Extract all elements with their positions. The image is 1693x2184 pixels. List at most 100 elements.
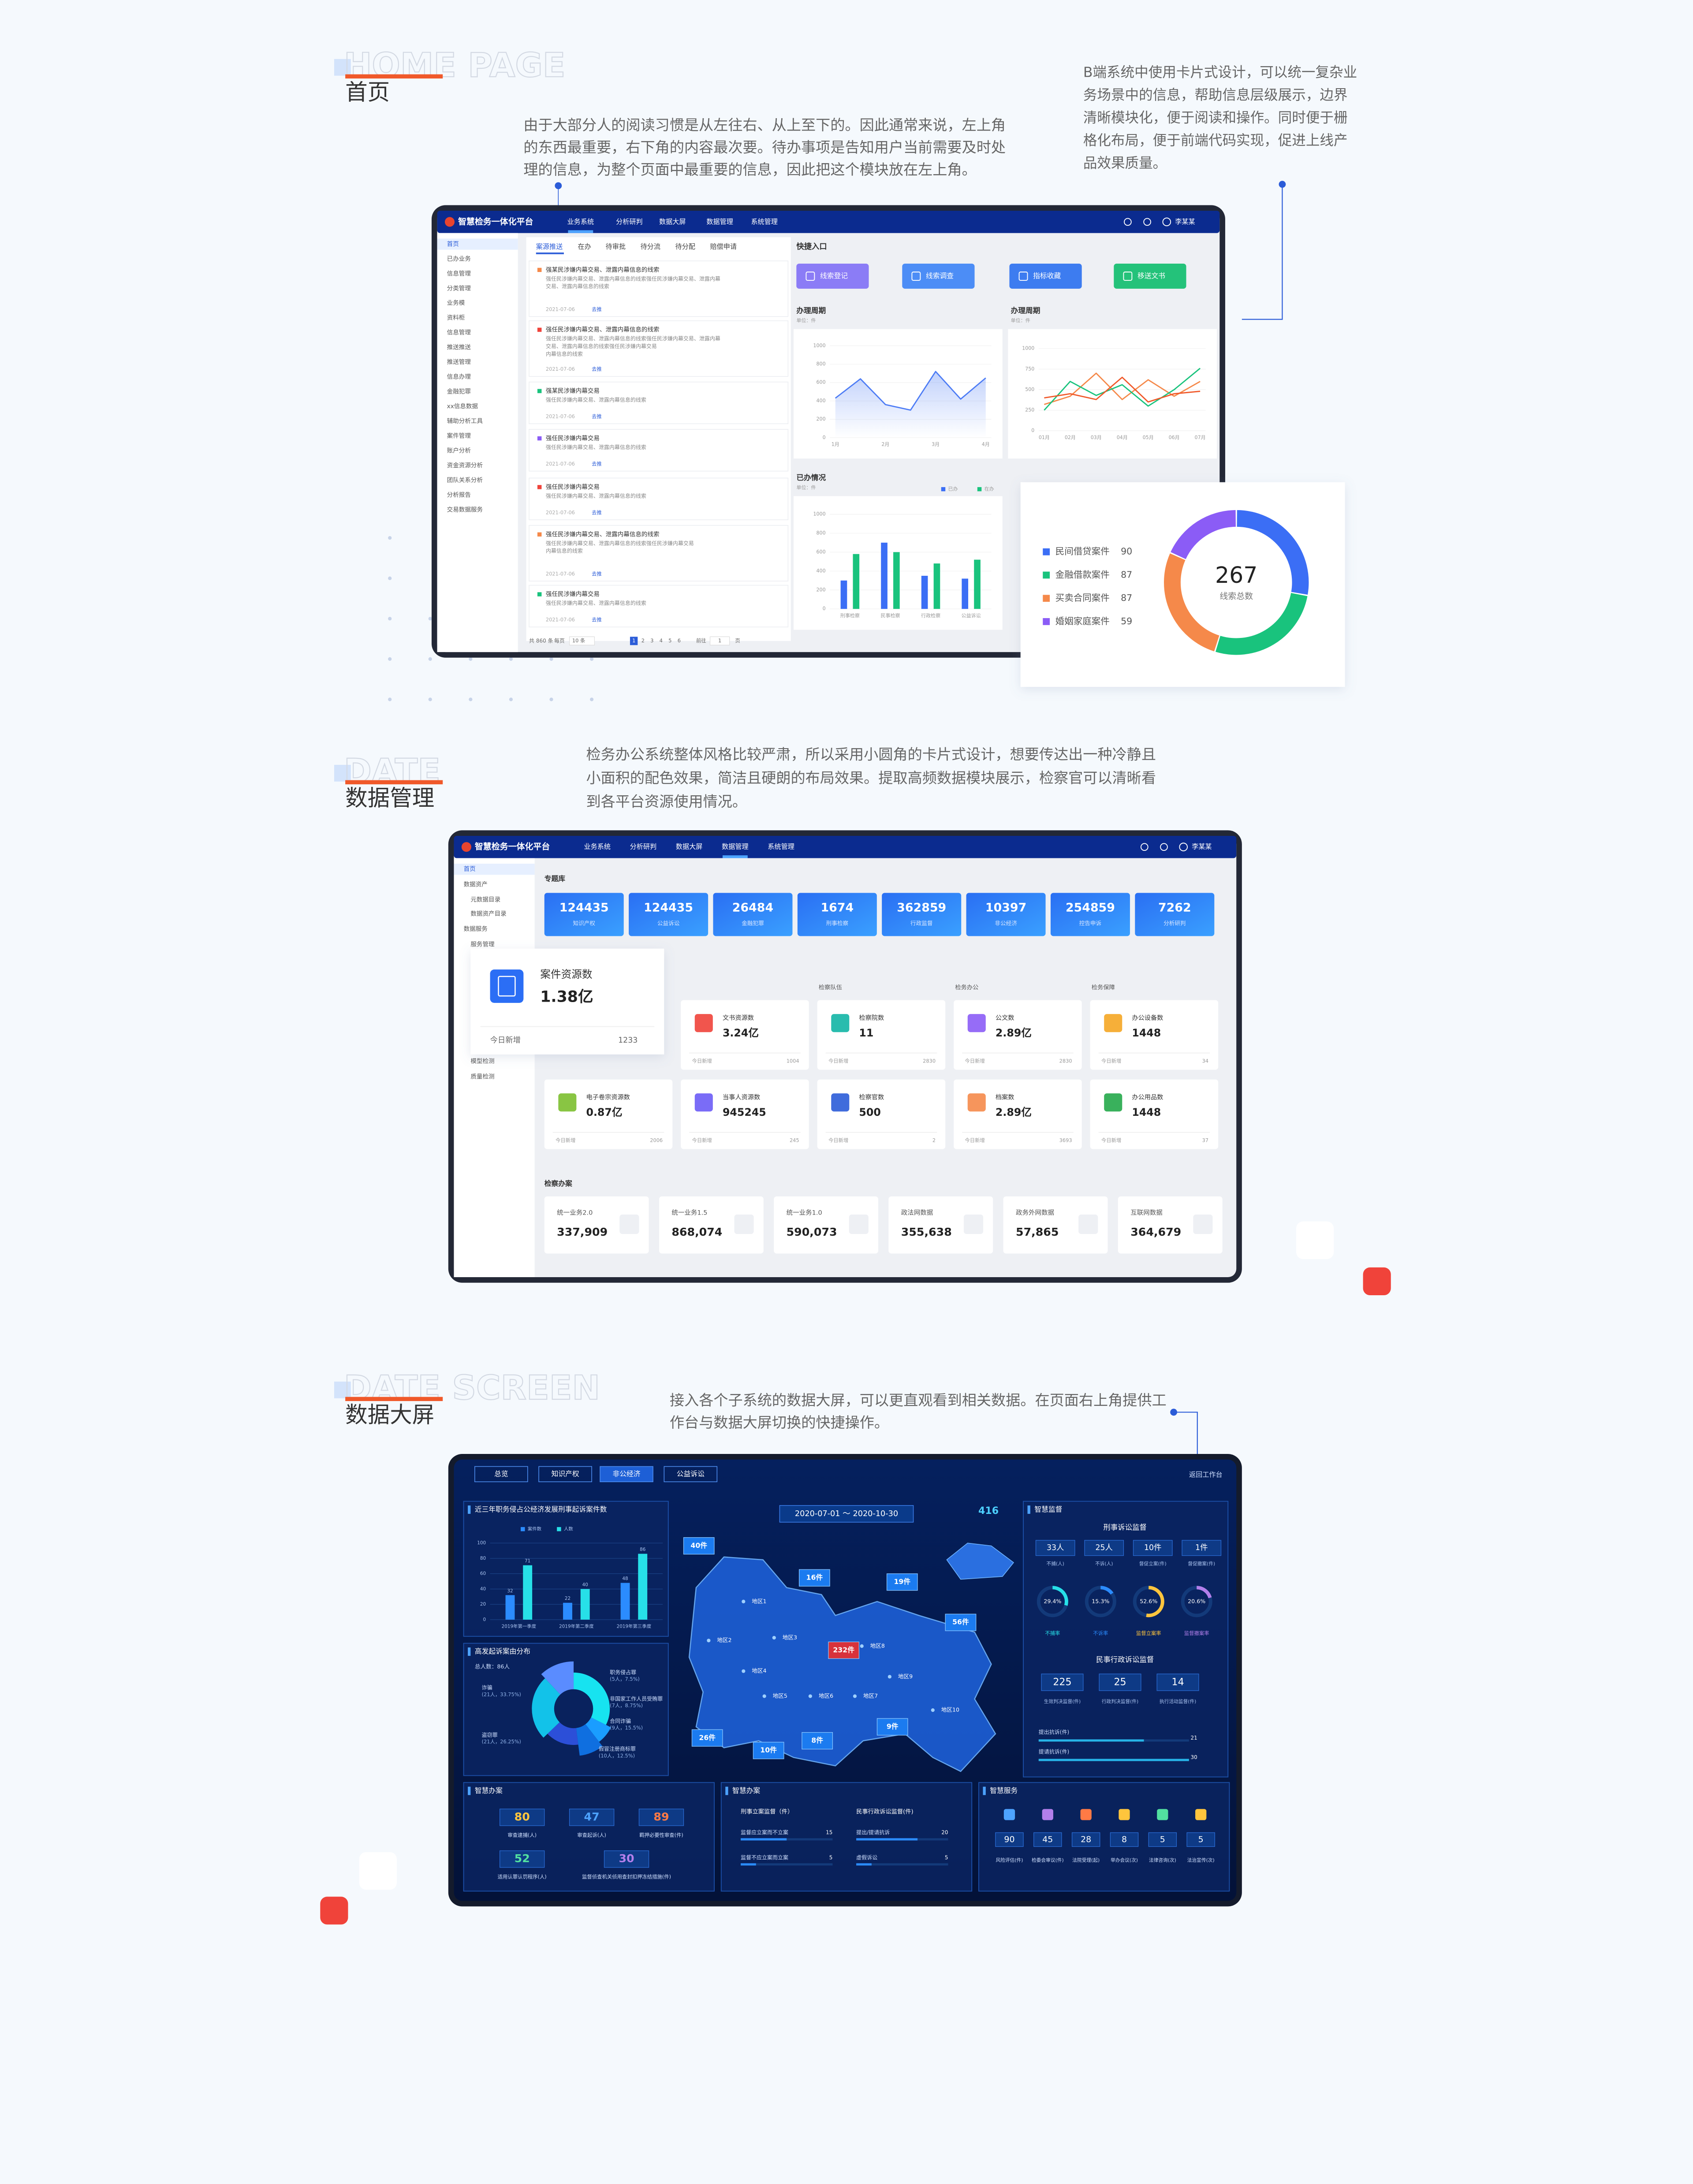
screen-tab[interactable] [538,1466,592,1482]
y-tick-label: 1000 [813,511,826,517]
stat-box [604,1850,649,1868]
x-tick-label: 民事检察 [880,612,900,619]
note-text: B端系统中使用卡片式设计，可以统一复杂业 [1083,64,1357,80]
x-tick-label: 2019年第一季度 [502,1624,537,1629]
progress-bar [1038,1759,1189,1761]
tab: 赔偿申请 [710,243,737,251]
case-card [774,1196,878,1254]
y-tick-label: 0 [483,1617,486,1622]
panel-title: 智慧监督 [1034,1505,1062,1513]
card-value: 0.87亿 [586,1106,622,1118]
x-tick-label: 公益诉讼 [962,612,981,619]
region-dot [707,1639,711,1643]
item-body: 强任民涉嫌内幕交易、泄露内幕信息的线索强任民涉嫌内幕交易 [546,540,694,546]
screen-tab-label: 总览 [494,1469,508,1478]
quick-icon [1018,272,1028,281]
status-icon [537,532,542,537]
stat-label: 监督侦查机关侦用查封扣押冻结措施(件) [582,1874,671,1880]
status-icon [537,485,542,489]
y-tick-label: 40 [480,1586,486,1591]
legend-label: 人数 [564,1526,573,1532]
x-tick-label: 01月 [1039,435,1050,440]
quick-button[interactable] [902,264,975,289]
stat-label: 审查逮捕(人) [507,1832,537,1838]
y-tick-label: 1000 [1022,346,1034,351]
pie-label: 盗窃罪 [482,1731,498,1738]
card-today-value: 2830 [1059,1058,1072,1064]
section-desc: 由于大部分人的阅读习惯是从左往右、从上至下的。因此通常来说，左上角 [523,116,1006,134]
region-label: 地区7 [863,1692,878,1699]
stat-value: 80 [515,1810,530,1823]
section-desc: 小面积的配色效果，简洁且硬朗的布局效果。提取高频数据模块展示，检察官可以清晰看 [586,769,1156,786]
case-icon [849,1214,869,1234]
region-label: 地区5 [773,1692,787,1699]
y-tick-label: 100 [477,1540,486,1546]
case-card [888,1196,993,1254]
region-dot [860,1644,864,1648]
popup-title: 案件资源数 [540,968,592,980]
y-tick-label: 800 [817,530,826,536]
item-body: 交易、泄露内幕信息的线索强任民涉嫌内幕交易 [546,343,657,349]
item-date: 2021-07-06 [546,509,575,515]
legend-swatch [1043,548,1050,555]
card-icon [558,1093,577,1112]
x-tick-label: 07月 [1195,435,1206,440]
screen-tab-label: 公益诉讼 [677,1469,705,1478]
deco-dot [509,657,513,661]
note-text: 格化布局，便于前端代码实现，促进上线产 [1083,133,1348,149]
item-action: 去推 [592,616,602,622]
y-tick-label: 60 [480,1571,486,1577]
quick-button[interactable] [1114,264,1186,289]
pie-value-label: (5人，7.5%) [610,1676,640,1682]
stat-tile [882,893,962,936]
section-title: 首页 [345,79,390,105]
card-icon [1104,1014,1122,1032]
nav-item: 业务系统 [584,843,611,851]
bubble-value: 16件 [806,1573,823,1582]
nav-item: 数据管理 [722,843,749,851]
quick-button[interactable] [1009,264,1082,289]
pager-input [709,636,730,645]
stat-tile [544,893,624,936]
card-value: 3.24亿 [723,1027,759,1039]
section-title: 数据大屏 [345,1401,434,1427]
deco-square [334,59,351,76]
section-desc: 理的信息，为整个页面中最重要的信息，因此把这个模块放在左上角。 [523,161,976,178]
case-title: 检察办案 [544,1179,572,1188]
deco-dot [428,657,432,661]
y-tick-label: 400 [817,398,826,403]
card-value: 2.89亿 [996,1106,1032,1118]
x-tick-label: 2019年第二季度 [559,1624,594,1629]
item-title: 强任民涉嫌内幕交易 [546,434,600,442]
todo-item [529,477,789,520]
ring-track [1085,1586,1116,1618]
legend-swatch [557,1527,561,1532]
service-icon [1195,1809,1207,1820]
bubble-value: 26件 [699,1733,716,1742]
bar-label: 提出抗诉(件) [1039,1729,1069,1735]
screen-tab[interactable] [474,1466,528,1482]
card-today-label: 今日新增 [965,1137,984,1144]
stat-box [1035,1540,1075,1556]
bubble-value: 9件 [887,1722,899,1731]
accent-bar [345,74,443,79]
pager-size: 10 条 [572,637,585,644]
sidebar-item: 业务模 [447,300,465,307]
ring [1100,1586,1114,1595]
legend-value: 87 [1121,593,1132,603]
tab: 案源推送 [536,243,563,251]
stat-box [1148,1832,1177,1847]
sidebar-item: 已办业务 [447,255,471,262]
popup-sub: 今日新增 [490,1036,521,1045]
screen-tab[interactable] [664,1466,718,1482]
pager-total: 共 860 条 [529,637,553,644]
sidebar-item: 首页 [464,866,476,873]
quick-button[interactable] [796,264,869,289]
stat-label: 法院受理(起) [1072,1857,1100,1863]
deco-square [334,1381,351,1398]
stat-tile [1135,893,1215,936]
stat-box [1182,1540,1222,1556]
tile-label: 非公经济 [995,920,1017,926]
bar-label: 提出/提请抗诉 [856,1829,890,1836]
screen-tab[interactable] [600,1466,653,1482]
